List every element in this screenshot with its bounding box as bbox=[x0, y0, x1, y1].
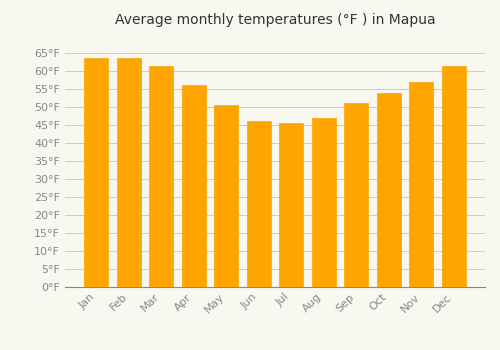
Bar bbox=[344, 103, 368, 287]
Bar bbox=[442, 65, 466, 287]
Bar bbox=[246, 121, 271, 287]
Bar bbox=[376, 93, 401, 287]
Bar bbox=[84, 58, 108, 287]
Bar bbox=[312, 118, 336, 287]
Bar bbox=[279, 123, 303, 287]
Bar bbox=[182, 85, 206, 287]
Title: Average monthly temperatures (°F ) in Mapua: Average monthly temperatures (°F ) in Ma… bbox=[114, 13, 436, 27]
Bar bbox=[116, 58, 141, 287]
Bar bbox=[409, 82, 434, 287]
Bar bbox=[214, 105, 238, 287]
Bar bbox=[149, 65, 174, 287]
